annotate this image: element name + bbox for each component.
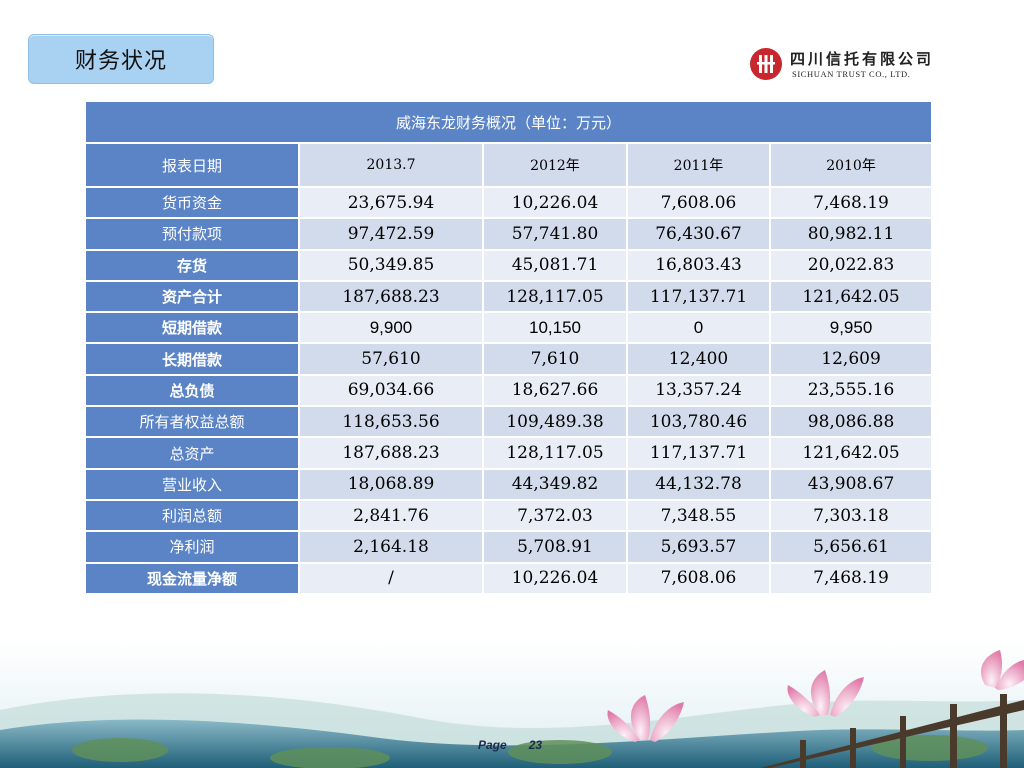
table-cell: 69,034.66 xyxy=(298,373,484,408)
period-header: 2011年 xyxy=(626,142,771,188)
table-cell: 109,489.38 xyxy=(482,405,628,439)
table-cell: 103,780.46 xyxy=(626,405,771,439)
table-row: 短期借款 9,900 10,150 0 9,950 xyxy=(84,311,934,345)
table-header-row: 报表日期 2013.7 2012年 2011年 2010年 xyxy=(84,142,934,188)
table-cell: 18,068.89 xyxy=(298,467,484,501)
page-number: Page 23 xyxy=(478,738,542,752)
row-label: 净利润 xyxy=(84,530,300,564)
row-label: 所有者权益总额 xyxy=(84,405,300,439)
row-label: 营业收入 xyxy=(84,467,300,501)
table-cell: 12,609 xyxy=(768,342,934,376)
table-cell: 117,137.71 xyxy=(626,279,771,314)
table-cell: 57,610 xyxy=(298,342,484,376)
table-cell: 98,086.88 xyxy=(768,405,934,439)
table-cell: 80,982.11 xyxy=(768,217,934,251)
table-row: 现金流量净额 / 10,226.04 7,608.06 7,468.19 xyxy=(84,561,934,595)
table-cell: 20,022.83 xyxy=(768,248,934,282)
table-row: 资产合计 187,688.23 128,117.05 117,137.71 12… xyxy=(84,279,934,314)
sichuan-trust-logo-icon xyxy=(750,48,782,80)
table-cell: 10,150 xyxy=(482,311,628,345)
table-cell: 44,132.78 xyxy=(626,467,771,501)
row-label: 货币资金 xyxy=(84,185,300,220)
company-logo: 四川信托有限公司 SICHUAN TRUST CO., LTD. xyxy=(750,48,964,84)
table-cell: 7,608.06 xyxy=(626,561,771,595)
table-cell: 76,430.67 xyxy=(626,217,771,251)
table-cell: / xyxy=(298,561,484,595)
decorative-lotus-scene xyxy=(0,640,1024,768)
table-cell: 23,555.16 xyxy=(768,373,934,408)
table-cell: 13,357.24 xyxy=(626,373,771,408)
table-cell: 2,841.76 xyxy=(298,498,484,533)
table-cell: 7,348.55 xyxy=(626,498,771,533)
table-cell: 5,693.57 xyxy=(626,530,771,564)
table-cell: 128,117.05 xyxy=(482,436,628,470)
table-cell: 121,642.05 xyxy=(768,279,934,314)
table-caption: 威海东龙财务概况（单位：万元） xyxy=(83,100,934,144)
table-cell: 0 xyxy=(626,311,771,345)
table-cell: 10,226.04 xyxy=(482,561,628,595)
table-cell: 187,688.23 xyxy=(298,279,484,314)
table-row: 存货 50,349.85 45,081.71 16,803.43 20,022.… xyxy=(84,248,934,282)
table-cell: 7,303.18 xyxy=(768,498,934,533)
page-label: Page xyxy=(478,738,507,752)
table-cell: 2,164.18 xyxy=(298,530,484,564)
lotus-flower-icon xyxy=(607,650,1024,742)
table-cell: 128,117.05 xyxy=(482,279,628,314)
logo-name-en: SICHUAN TRUST CO., LTD. xyxy=(792,69,911,79)
table-cell: 12,400 xyxy=(626,342,771,376)
table-cell: 50,349.85 xyxy=(298,248,484,282)
table-row: 利润总额 2,841.76 7,372.03 7,348.55 7,303.18 xyxy=(84,498,934,533)
row-label: 存货 xyxy=(84,248,300,282)
table-cell: 7,468.19 xyxy=(768,561,934,595)
table-cell: 121,642.05 xyxy=(768,436,934,470)
table-cell: 43,908.67 xyxy=(768,467,934,501)
table-row: 总负债 69,034.66 18,627.66 13,357.24 23,555… xyxy=(84,373,934,408)
table-row: 货币资金 23,675.94 10,226.04 7,608.06 7,468.… xyxy=(84,185,934,220)
row-label: 长期借款 xyxy=(84,342,300,376)
table-row: 长期借款 57,610 7,610 12,400 12,609 xyxy=(84,342,934,376)
table-row: 总资产 187,688.23 128,117.05 117,137.71 121… xyxy=(84,436,934,470)
table-cell: 44,349.82 xyxy=(482,467,628,501)
table-cell: 7,610 xyxy=(482,342,628,376)
header-label: 报表日期 xyxy=(84,142,300,188)
table-row: 营业收入 18,068.89 44,349.82 44,132.78 43,90… xyxy=(84,467,934,501)
table-cell: 16,803.43 xyxy=(626,248,771,282)
table-cell: 57,741.80 xyxy=(482,217,628,251)
slide-title: 财务状况 xyxy=(28,34,214,84)
table-row: 净利润 2,164.18 5,708.91 5,693.57 5,656.61 xyxy=(84,530,934,564)
row-label: 短期借款 xyxy=(84,311,300,345)
period-header: 2010年 xyxy=(768,142,934,188)
table-cell: 7,468.19 xyxy=(768,185,934,220)
table-cell: 117,137.71 xyxy=(626,436,771,470)
row-label: 现金流量净额 xyxy=(84,561,300,595)
table-cell: 18,627.66 xyxy=(482,373,628,408)
table-cell: 9,900 xyxy=(298,311,484,345)
table-cell: 7,608.06 xyxy=(626,185,771,220)
table-cell: 9,950 xyxy=(768,311,934,345)
table-row: 所有者权益总额 118,653.56 109,489.38 103,780.46… xyxy=(84,405,934,439)
table-cell: 5,656.61 xyxy=(768,530,934,564)
table-cell: 5,708.91 xyxy=(482,530,628,564)
period-header: 2012年 xyxy=(482,142,628,188)
logo-name-cn: 四川信托有限公司 xyxy=(790,50,935,68)
row-label: 预付款项 xyxy=(84,217,300,251)
period-header: 2013.7 xyxy=(298,142,484,188)
row-label: 利润总额 xyxy=(84,498,300,533)
row-label: 总负债 xyxy=(84,373,300,408)
page-number-value: 23 xyxy=(528,738,543,752)
row-label: 资产合计 xyxy=(84,279,300,314)
table-cell: 23,675.94 xyxy=(298,185,484,220)
table-row: 预付款项 97,472.59 57,741.80 76,430.67 80,98… xyxy=(84,217,934,251)
table-cell: 45,081.71 xyxy=(482,248,628,282)
table-cell: 118,653.56 xyxy=(298,405,484,439)
table-cell: 187,688.23 xyxy=(298,436,484,470)
table-cell: 7,372.03 xyxy=(482,498,628,533)
table-cell: 97,472.59 xyxy=(298,217,484,251)
row-label: 总资产 xyxy=(84,436,300,470)
financial-overview-table: 威海东龙财务概况（单位：万元） 报表日期 2013.7 2012年 2011年 … xyxy=(83,100,934,595)
wooden-railing-icon xyxy=(760,694,1024,768)
table-cell: 10,226.04 xyxy=(482,185,628,220)
